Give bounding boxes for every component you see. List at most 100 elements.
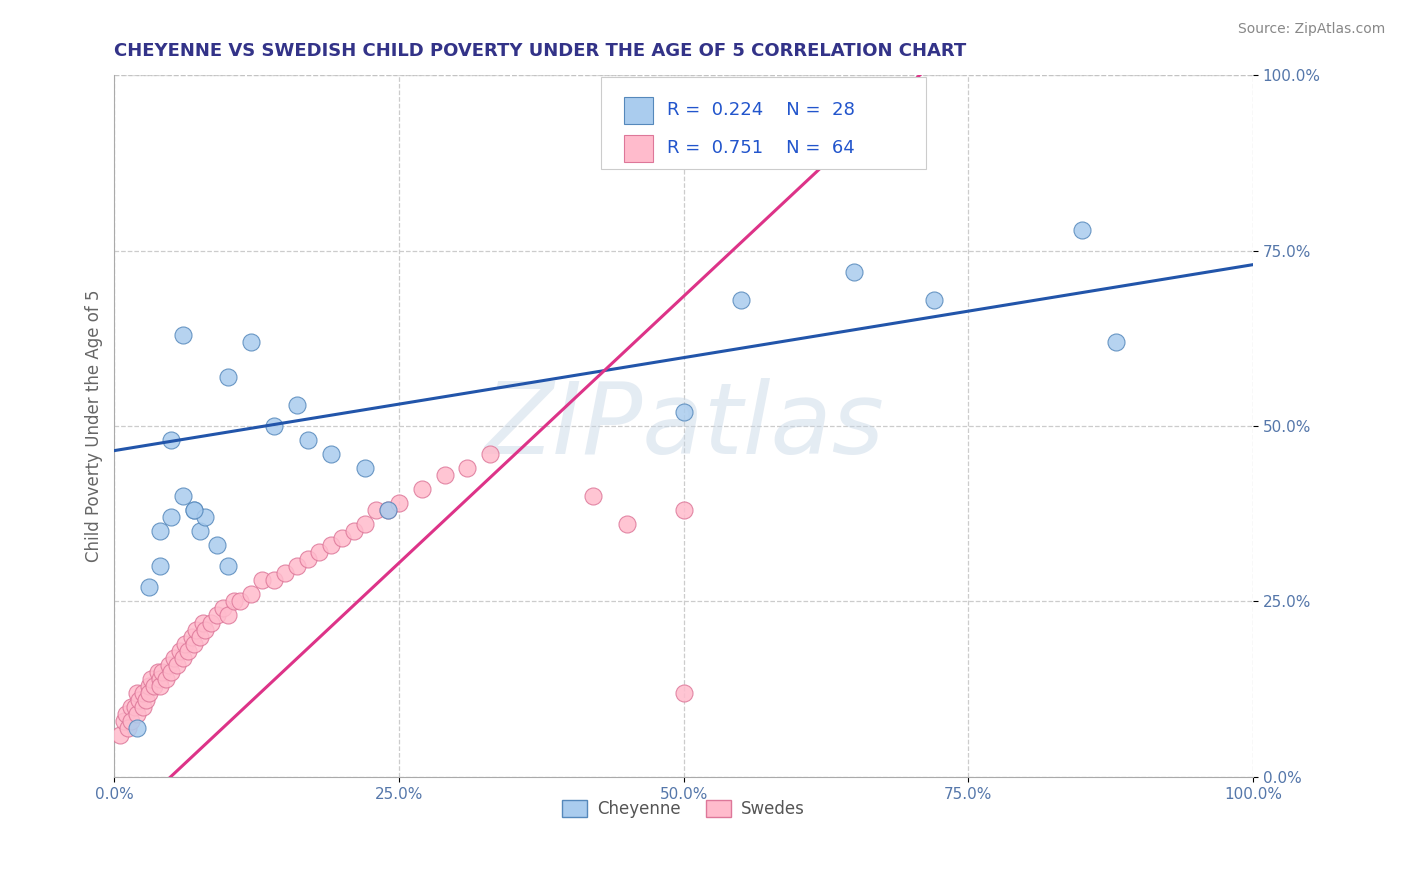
Point — [180, 630, 202, 644]
Point — [581, 489, 603, 503]
Point — [672, 405, 695, 419]
Text: Source: ZipAtlas.com: Source: ZipAtlas.com — [1237, 22, 1385, 37]
Bar — [624, 97, 652, 124]
Point — [193, 615, 215, 630]
Point — [157, 657, 180, 672]
Point — [228, 594, 250, 608]
Point — [330, 531, 353, 545]
Point — [112, 714, 135, 728]
Point — [127, 721, 149, 735]
Point — [240, 334, 263, 349]
Point — [252, 574, 274, 588]
Point — [188, 630, 211, 644]
Point — [308, 545, 330, 559]
Point — [177, 643, 200, 657]
Text: R =  0.224    N =  28: R = 0.224 N = 28 — [666, 102, 855, 120]
Point — [319, 538, 342, 552]
Point — [143, 679, 166, 693]
Point — [205, 608, 228, 623]
Text: CHEYENNE VS SWEDISH CHILD POVERTY UNDER THE AGE OF 5 CORRELATION CHART: CHEYENNE VS SWEDISH CHILD POVERTY UNDER … — [114, 42, 967, 60]
Point — [160, 433, 183, 447]
Point — [186, 623, 208, 637]
Point — [479, 447, 502, 461]
Point — [160, 665, 183, 679]
Point — [1071, 222, 1094, 236]
Point — [169, 643, 191, 657]
Point — [342, 524, 364, 539]
Point — [217, 370, 239, 384]
Point — [172, 327, 194, 342]
Point — [166, 657, 188, 672]
Point — [377, 503, 399, 517]
Point — [672, 686, 695, 700]
Point — [922, 293, 945, 307]
Bar — [624, 135, 652, 161]
Point — [263, 419, 285, 434]
Point — [146, 665, 169, 679]
Point — [183, 503, 205, 517]
Point — [121, 699, 143, 714]
FancyBboxPatch shape — [600, 77, 927, 169]
Point — [297, 433, 319, 447]
Point — [616, 517, 638, 532]
Point — [160, 510, 183, 524]
Point — [149, 679, 172, 693]
Point — [124, 699, 146, 714]
Point — [433, 468, 456, 483]
Point — [121, 714, 143, 728]
Point — [200, 615, 222, 630]
Point — [366, 503, 388, 517]
Point — [138, 679, 160, 693]
Point — [132, 699, 155, 714]
Point — [108, 728, 131, 742]
Point — [162, 650, 184, 665]
Point — [285, 398, 308, 412]
Point — [155, 672, 177, 686]
Point — [174, 636, 197, 650]
Point — [149, 524, 172, 539]
Point — [150, 665, 173, 679]
Point — [132, 686, 155, 700]
Point — [456, 461, 478, 475]
Point — [117, 721, 139, 735]
Point — [183, 636, 205, 650]
Point — [354, 461, 377, 475]
Point — [114, 706, 136, 721]
Point — [240, 587, 263, 601]
Point — [274, 566, 297, 581]
Point — [354, 517, 377, 532]
Point — [194, 623, 217, 637]
Point — [377, 503, 399, 517]
Point — [730, 293, 752, 307]
Point — [139, 672, 162, 686]
Point — [188, 524, 211, 539]
Point — [205, 538, 228, 552]
Point — [127, 706, 149, 721]
Text: ZIPatlas: ZIPatlas — [484, 377, 883, 475]
Point — [127, 686, 149, 700]
Point — [138, 581, 160, 595]
Point — [222, 594, 245, 608]
Point — [411, 482, 433, 496]
Point — [285, 559, 308, 574]
Point — [183, 503, 205, 517]
Point — [263, 574, 285, 588]
Point — [217, 608, 239, 623]
Point — [1105, 334, 1128, 349]
Point — [319, 447, 342, 461]
Point — [194, 510, 217, 524]
Point — [149, 559, 172, 574]
Y-axis label: Child Poverty Under the Age of 5: Child Poverty Under the Age of 5 — [86, 290, 103, 562]
Point — [172, 650, 194, 665]
Point — [211, 601, 233, 615]
Point — [138, 686, 160, 700]
Legend: Cheyenne, Swedes: Cheyenne, Swedes — [555, 793, 811, 825]
Text: R =  0.751    N =  64: R = 0.751 N = 64 — [666, 139, 855, 157]
Point — [217, 559, 239, 574]
Point — [149, 672, 172, 686]
Point — [297, 552, 319, 566]
Point — [135, 692, 157, 706]
Point — [172, 489, 194, 503]
Point — [672, 503, 695, 517]
Point — [388, 496, 411, 510]
